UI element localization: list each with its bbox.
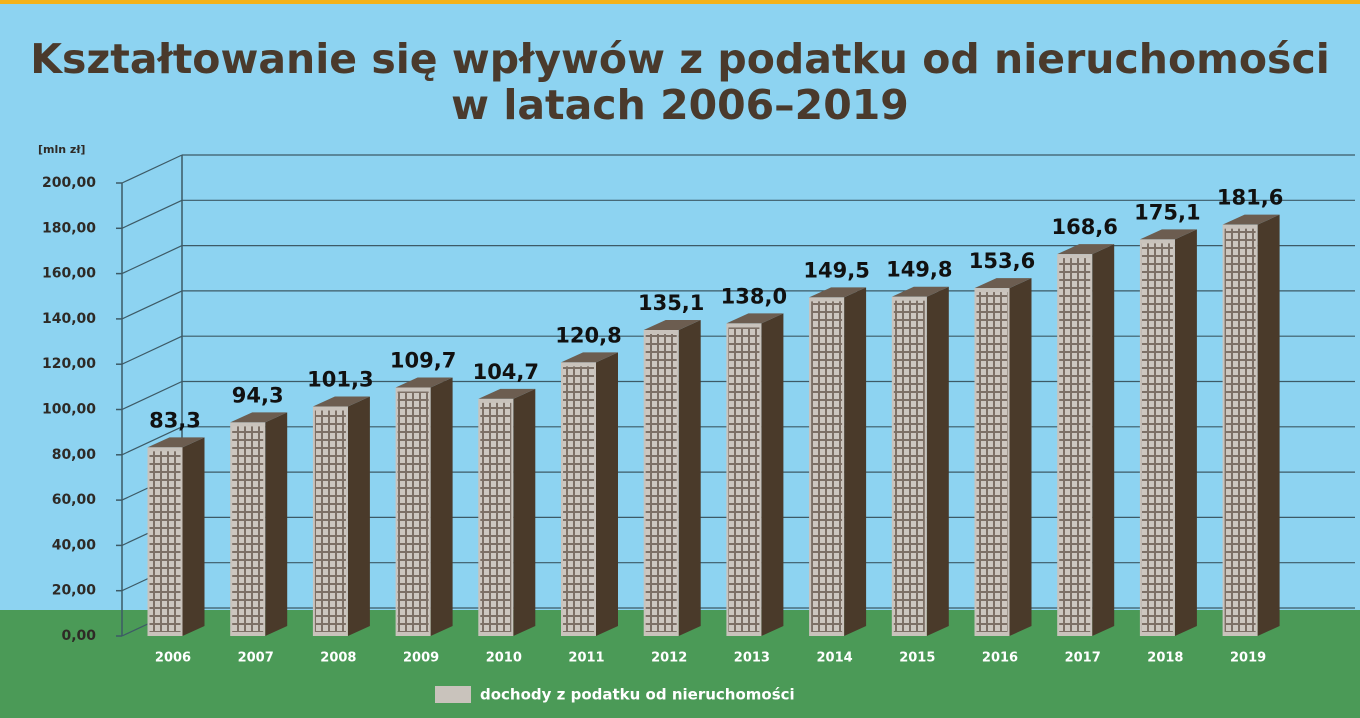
bar-windows	[1142, 243, 1173, 632]
value-label: 135,1	[638, 291, 704, 315]
value-label: 168,6	[1051, 215, 1117, 239]
y-tick-label: 0,00	[61, 628, 96, 644]
chart-title: Kształtowanie się wpływów z podatku od n…	[30, 35, 1330, 83]
bar-windows	[398, 392, 429, 632]
y-axis-label: [mln zł]	[38, 143, 85, 156]
legend-swatch	[435, 686, 471, 703]
value-label: 153,6	[969, 249, 1035, 273]
value-label: 104,7	[473, 360, 539, 384]
bar-windows	[1059, 258, 1090, 632]
x-tick-label: 2012	[651, 651, 687, 666]
bar-side	[1258, 215, 1280, 636]
bar-side	[1092, 244, 1114, 636]
bar-windows	[894, 301, 925, 632]
bar-windows	[315, 411, 346, 632]
bar-windows	[563, 366, 594, 632]
x-tick-label: 2016	[982, 651, 1018, 666]
y-tick-label: 120,00	[42, 356, 96, 372]
bar-side	[844, 287, 866, 636]
value-label: 149,5	[803, 258, 869, 282]
value-label: 83,3	[149, 408, 201, 432]
x-tick-label: 2017	[1065, 651, 1101, 666]
bar-windows	[232, 426, 263, 632]
bar-side	[761, 313, 783, 636]
x-tick-label: 2019	[1230, 651, 1266, 666]
y-tick-label: 80,00	[52, 447, 97, 463]
y-tick-label: 20,00	[52, 583, 97, 599]
bar-side	[596, 352, 618, 636]
x-tick-label: 2009	[403, 651, 439, 666]
x-tick-label: 2007	[238, 651, 274, 666]
x-tick-label: 2006	[155, 651, 191, 666]
legend-label: dochody z podatku od nieruchomości	[480, 686, 795, 704]
y-tick-label: 160,00	[42, 266, 96, 282]
value-label: 94,3	[232, 383, 284, 407]
x-tick-label: 2008	[320, 651, 356, 666]
bar-windows	[480, 403, 511, 632]
chart-title: w latach 2006–2019	[451, 81, 909, 129]
bar-windows	[977, 292, 1008, 632]
value-label: 109,7	[390, 349, 456, 373]
bar-side	[927, 287, 949, 636]
bar-side	[679, 320, 701, 636]
value-label: 101,3	[307, 368, 373, 392]
y-tick-label: 100,00	[42, 402, 96, 418]
bar-side	[183, 437, 205, 636]
value-label: 149,8	[886, 258, 952, 282]
y-tick-label: 140,00	[42, 311, 96, 327]
top-border	[0, 0, 1360, 4]
bar-windows	[728, 327, 759, 632]
x-tick-label: 2010	[486, 651, 522, 666]
bar-windows	[150, 451, 181, 632]
bar-side	[1175, 229, 1197, 636]
value-label: 120,8	[555, 323, 621, 347]
x-tick-label: 2013	[734, 651, 770, 666]
value-label: 138,0	[721, 284, 787, 308]
bar-side	[431, 378, 453, 636]
x-tick-label: 2011	[568, 651, 604, 666]
value-label: 181,6	[1217, 186, 1283, 210]
bar-side	[1010, 278, 1032, 636]
x-tick-label: 2015	[899, 651, 935, 666]
value-label: 175,1	[1134, 200, 1200, 224]
bar-windows	[811, 301, 842, 632]
y-tick-label: 60,00	[52, 492, 97, 508]
y-tick-label: 200,00	[42, 175, 96, 191]
chart: Kształtowanie się wpływów z podatku od n…	[0, 0, 1360, 718]
bar-side	[348, 397, 370, 636]
y-tick-label: 180,00	[42, 220, 96, 236]
x-tick-label: 2018	[1147, 651, 1183, 666]
bar-windows	[646, 334, 677, 632]
bar-side	[265, 412, 287, 636]
bar-side	[513, 389, 535, 636]
x-tick-label: 2014	[817, 651, 853, 666]
y-tick-label: 40,00	[52, 537, 97, 553]
bar-windows	[1225, 229, 1256, 632]
